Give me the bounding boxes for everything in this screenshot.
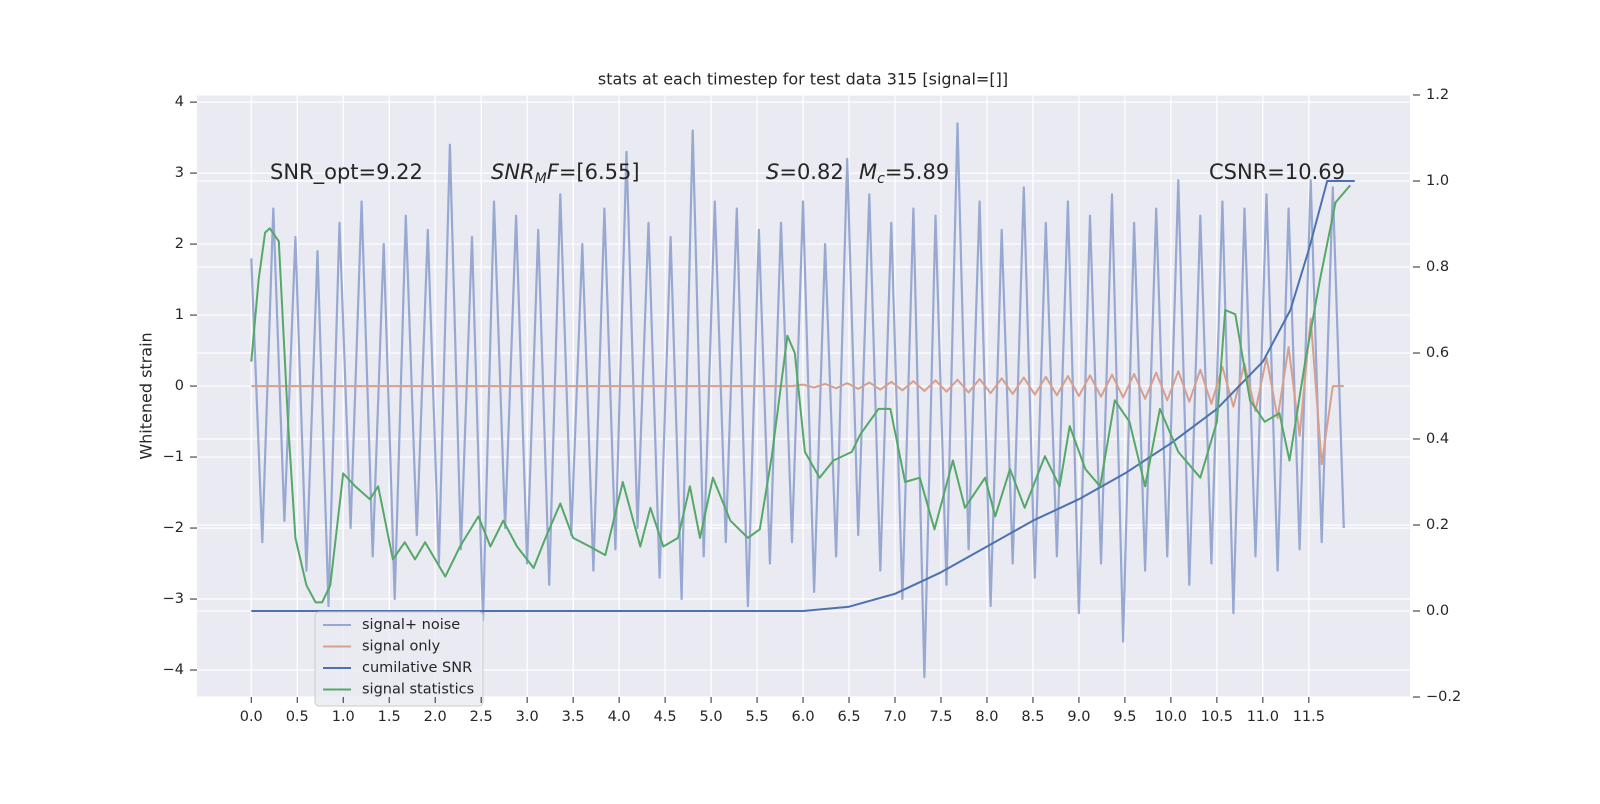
x-tick-label: 3.5 bbox=[562, 709, 585, 725]
y2-tick-label: 0.8 bbox=[1426, 259, 1449, 275]
x-tick-label: 0.5 bbox=[286, 709, 309, 725]
x-tick-label: 0.0 bbox=[240, 709, 263, 725]
annotation-part: =5.89 bbox=[885, 160, 949, 184]
annotation-part: =[6.55] bbox=[559, 160, 640, 184]
x-tick-label: 6.0 bbox=[792, 709, 815, 725]
x-tick-label: 3.0 bbox=[516, 709, 539, 725]
x-tick-label: 7.0 bbox=[883, 709, 906, 725]
legend-label: signal+ noise bbox=[362, 617, 460, 633]
annotation: SNRMF=[6.55] bbox=[491, 160, 640, 187]
x-tick-label: 1.0 bbox=[332, 709, 355, 725]
x-tick-label: 1.5 bbox=[378, 709, 401, 725]
y2-tick-label: 1.2 bbox=[1426, 87, 1449, 103]
annotations: SNR_opt=9.22 SNRMF=[6.55] S=0.82 Mc=5.89 CSN… bbox=[270, 160, 1345, 187]
y2-tick-label: 0.6 bbox=[1426, 345, 1449, 361]
y-tick-label: 0 bbox=[175, 378, 184, 394]
x-tick-label: 2.5 bbox=[470, 709, 493, 725]
annotation: SNR_opt=9.22 bbox=[270, 160, 423, 185]
y2-tick-label: 0.4 bbox=[1426, 431, 1449, 447]
y2-tick-label: 1.0 bbox=[1426, 173, 1449, 189]
annotation-part: CSNR=10.69 bbox=[1209, 160, 1345, 184]
y2-tick-label: 0.0 bbox=[1426, 603, 1449, 619]
y-tick-label: −2 bbox=[163, 520, 184, 536]
marks bbox=[250, 122, 1355, 679]
series-line bbox=[250, 184, 1351, 604]
x-tick-label: 11.0 bbox=[1247, 709, 1279, 725]
x-tick-label: 5.5 bbox=[746, 709, 769, 725]
y2-tick-label: −0.2 bbox=[1426, 689, 1461, 705]
annotation-part: SNR_opt=9.22 bbox=[270, 160, 423, 185]
annotation-part: M bbox=[859, 160, 877, 184]
x-tick-label: 2.0 bbox=[424, 709, 447, 725]
y-tick-label: −1 bbox=[163, 449, 184, 465]
y-axis-label: Whitened strain bbox=[137, 332, 156, 459]
annotation-part: =0.82 bbox=[779, 160, 843, 184]
x-tick-label: 8.5 bbox=[1021, 709, 1044, 725]
annotation: CSNR=10.69 bbox=[1209, 160, 1345, 184]
y-tick-label: 1 bbox=[175, 307, 184, 323]
x-tick-label: 7.5 bbox=[929, 709, 952, 725]
x-tick-label: 6.5 bbox=[837, 709, 860, 725]
legend-label: signal only bbox=[362, 639, 441, 655]
y-tick-label: −3 bbox=[163, 591, 184, 607]
annotation: S=0.82 bbox=[766, 160, 844, 184]
y-tick-label: −4 bbox=[163, 662, 184, 678]
annotation-part: c bbox=[877, 171, 885, 187]
legend-box bbox=[314, 611, 484, 707]
x-tick-label: 4.5 bbox=[654, 709, 677, 725]
x-tick-label: 9.5 bbox=[1113, 709, 1136, 725]
annotation-part: S bbox=[766, 160, 779, 184]
series-line bbox=[251, 180, 1355, 612]
legend: signal+ noise signal only cumilative SNR si… bbox=[314, 611, 484, 707]
x-tick-label: 5.0 bbox=[700, 709, 723, 725]
chart-title: stats at each timestep for test data 315… bbox=[598, 70, 1008, 89]
x-tick-label: 11.5 bbox=[1293, 709, 1325, 725]
legend-label: cumilative SNR bbox=[362, 660, 472, 676]
legend-label: signal statistics bbox=[362, 682, 474, 698]
x-tick-label: 9.0 bbox=[1067, 709, 1090, 725]
y2-tick-label: 0.2 bbox=[1426, 517, 1449, 533]
annotation-part: SNR bbox=[491, 160, 535, 184]
annotation: Mc=5.89 bbox=[859, 160, 949, 187]
x-tick-label: 4.0 bbox=[608, 709, 631, 725]
x-tick-label: 8.0 bbox=[975, 709, 998, 725]
x-tick-label: 10.0 bbox=[1155, 709, 1187, 725]
annotation-part: F bbox=[547, 160, 560, 184]
y-tick-label: 3 bbox=[175, 165, 184, 181]
y-tick-label: 2 bbox=[175, 236, 184, 252]
x-tick-label: 10.5 bbox=[1201, 709, 1233, 725]
y-tick-label: 4 bbox=[175, 94, 184, 110]
annotation-part: M bbox=[535, 171, 547, 187]
